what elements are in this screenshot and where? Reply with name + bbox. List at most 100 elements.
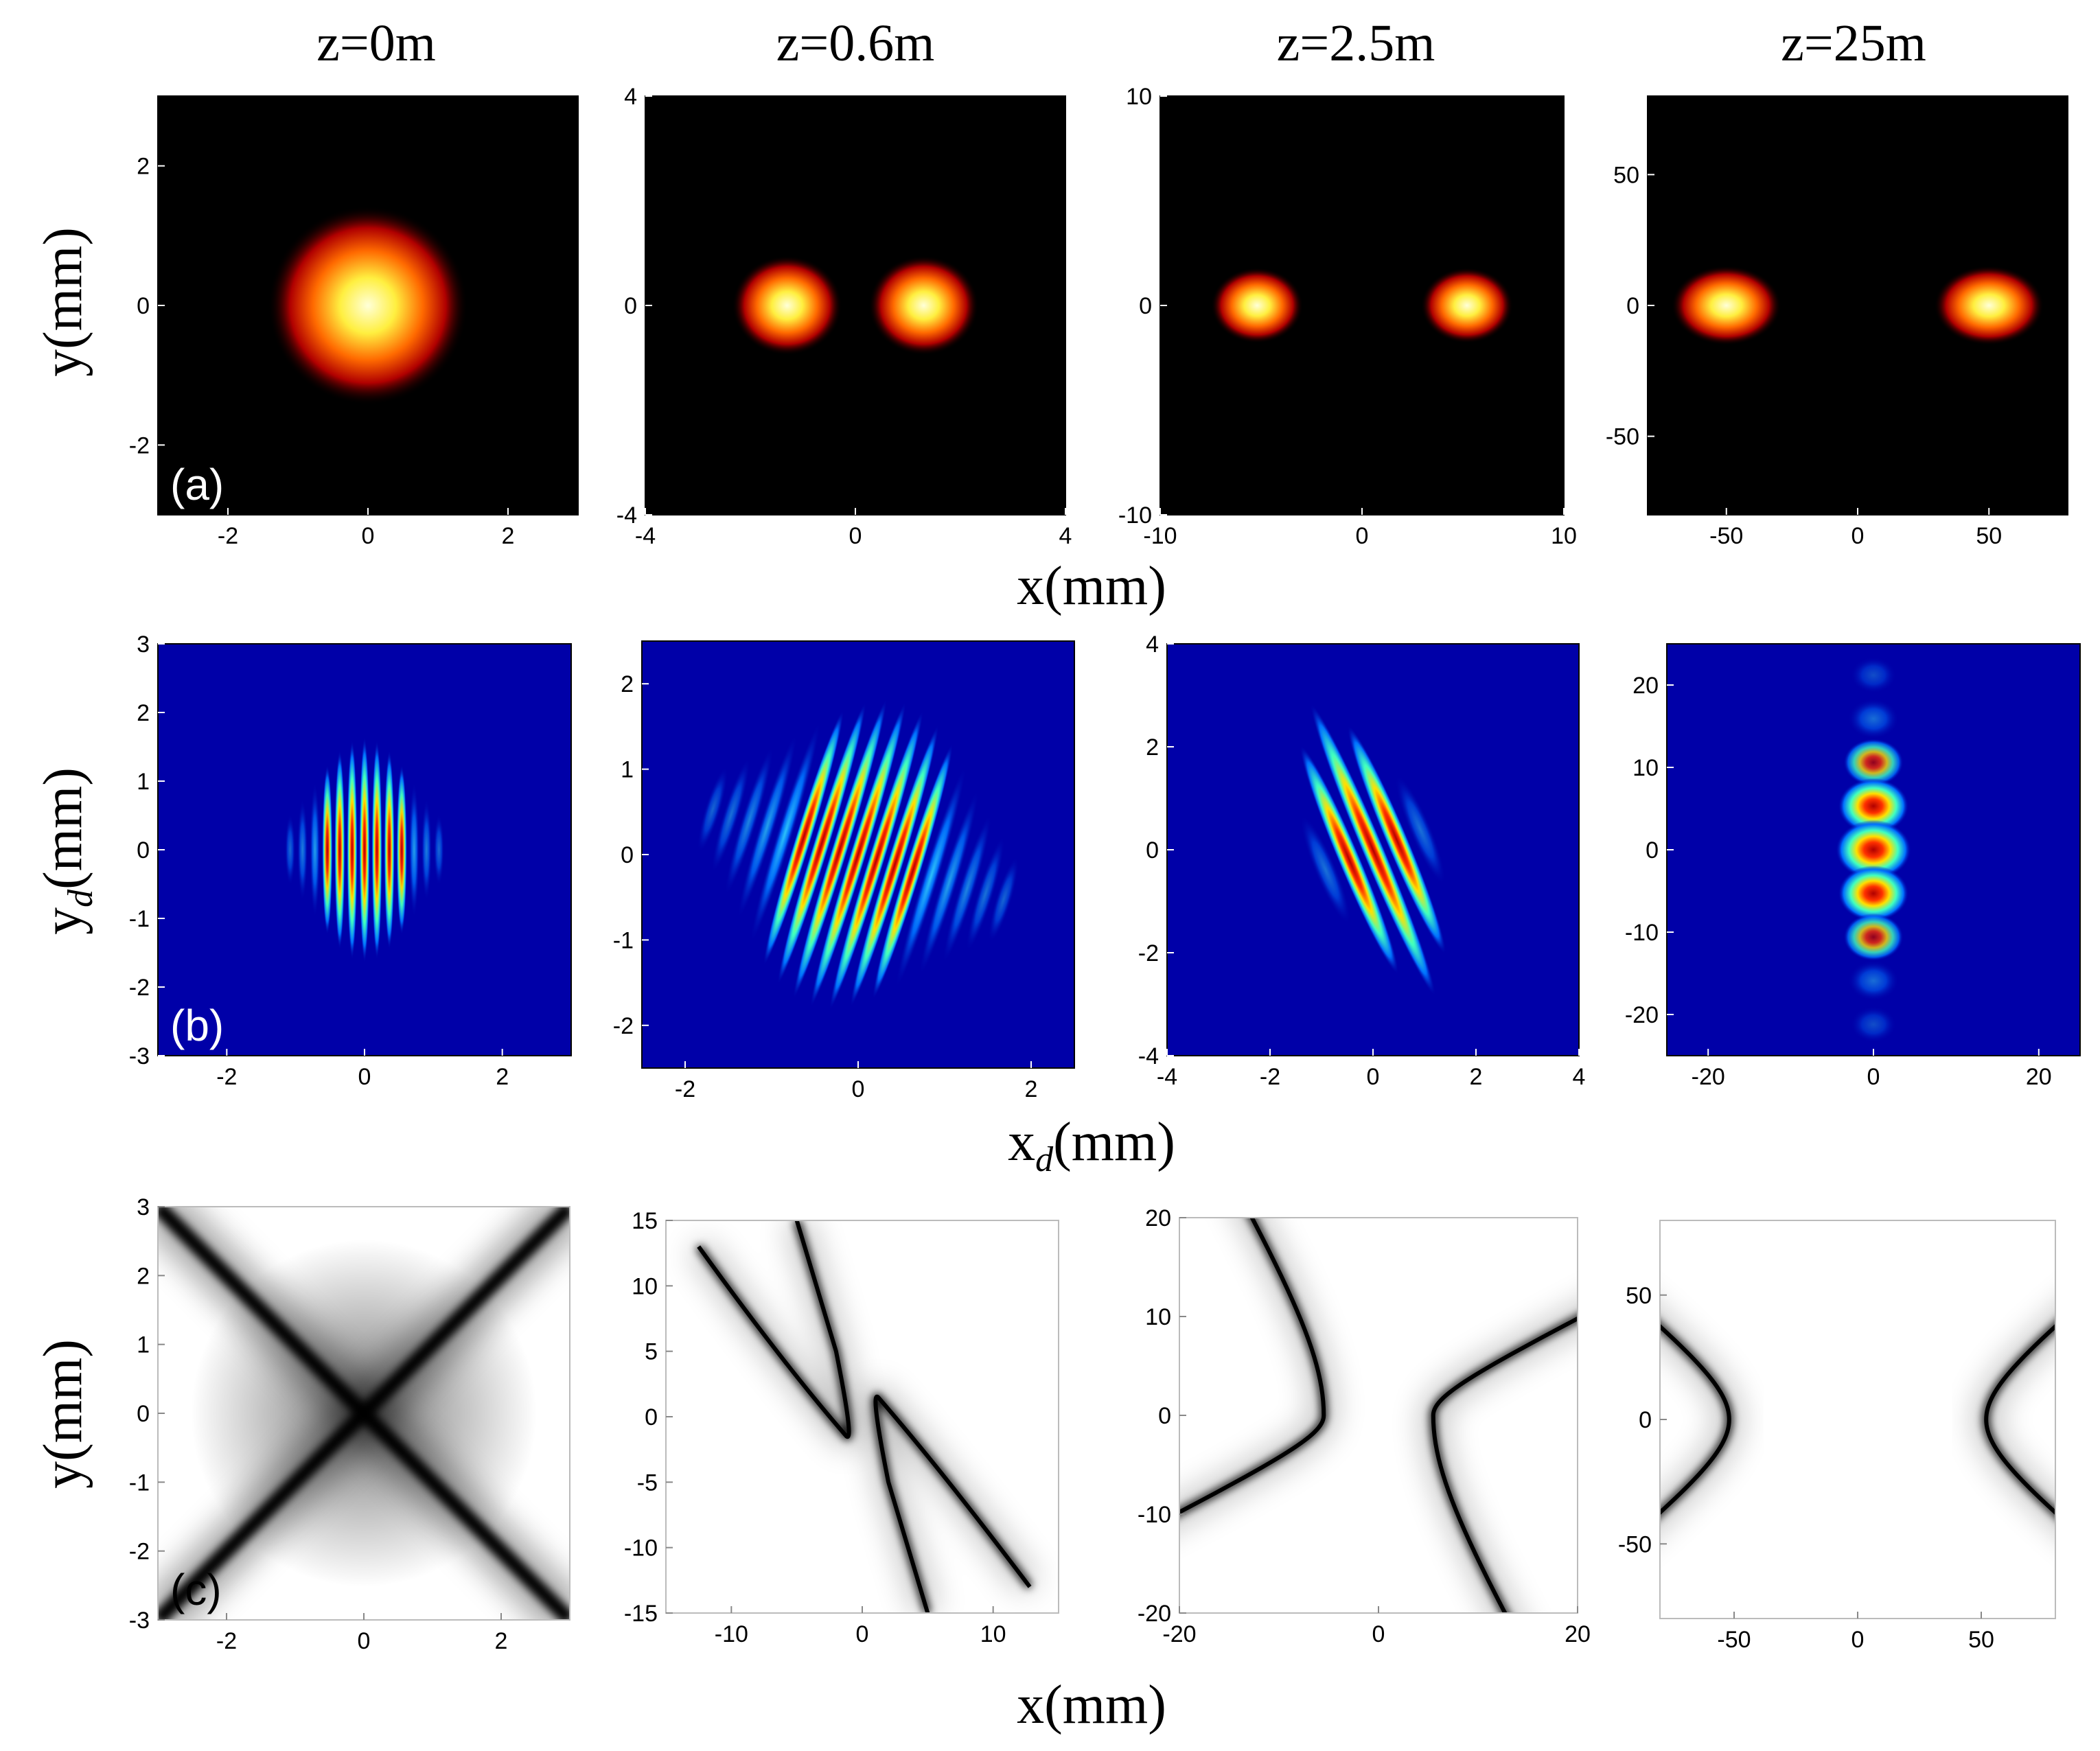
fringe	[777, 702, 866, 984]
plot-content	[285, 737, 444, 963]
x-tick-label: 0	[1367, 1064, 1380, 1090]
plot-content	[1836, 657, 1911, 1043]
y-tick-label: -2	[613, 1013, 634, 1039]
x-tick-label: 10	[980, 1621, 1006, 1647]
x-tick-label: 4	[1059, 523, 1072, 549]
y-tick-label: 0	[1139, 293, 1152, 319]
fringe	[1300, 745, 1399, 975]
fringe	[1310, 704, 1436, 996]
plot-content	[697, 699, 1019, 1010]
fringe	[310, 781, 321, 918]
plot-content	[1300, 704, 1446, 996]
fringe	[359, 737, 370, 963]
x-tick-label: 0	[358, 1064, 371, 1090]
y-tick-label: -10	[1138, 1502, 1171, 1528]
y-tick-label: 3	[137, 631, 150, 658]
panel-label: (b)	[170, 1001, 224, 1050]
panel-label: (c)	[170, 1565, 222, 1614]
row-a-ylabel: y(mm)	[33, 227, 93, 377]
fringe	[347, 740, 358, 960]
y-tick-label: 10	[1632, 755, 1659, 781]
plot-content	[1211, 267, 1513, 344]
interference-spot	[1850, 657, 1897, 694]
interference-spot	[1836, 820, 1911, 880]
x-tick-label: 2	[496, 1064, 509, 1090]
x-tick-label: 0	[358, 1628, 371, 1654]
y-tick-label: 0	[137, 837, 150, 863]
fringe	[943, 813, 992, 963]
fringe	[750, 721, 821, 943]
fringe	[895, 766, 967, 988]
panel-label: (a)	[170, 460, 224, 509]
fringe	[737, 733, 797, 920]
x-tick-label: 0	[1851, 1627, 1865, 1653]
y-tick-label: 20	[1145, 1205, 1171, 1231]
y-tick-label: -50	[1606, 424, 1639, 450]
x-tick-label: 0	[856, 1621, 869, 1647]
y-tick-label: 10	[632, 1273, 658, 1299]
row-a-xlabel: x(mm)	[1017, 556, 1166, 616]
x-tick-label: -20	[1692, 1064, 1725, 1090]
x-tick-label: 0	[1372, 1621, 1385, 1647]
y-tick-label: 2	[137, 1263, 150, 1289]
x-tick-label: 2	[1025, 1076, 1038, 1102]
y-tick-label: -4	[616, 502, 637, 529]
fringe	[297, 798, 308, 901]
fringe	[724, 746, 774, 896]
y-tick-label: 0	[1158, 1403, 1171, 1429]
caustic-core	[1431, 1316, 1578, 1613]
y-tick-label: 5	[645, 1339, 658, 1365]
x-tick-label: 50	[1976, 523, 2002, 549]
column-title: z=2.5m	[1277, 14, 1435, 72]
row-b-axis-titles: yd(mm) xd(mm)	[33, 767, 1175, 1179]
plot-panel: -20 0 20 -20 -10 0 10 20	[1625, 643, 2081, 1090]
fringe	[396, 765, 407, 935]
y-tick-label: 0	[621, 842, 634, 868]
y-tick-label: 0	[645, 1404, 658, 1430]
y-tick-label: -2	[1138, 940, 1159, 966]
plot-content	[689, 1220, 1039, 1613]
fringe	[850, 725, 939, 1007]
column-title: z=25m	[1781, 14, 1926, 72]
fringe	[793, 699, 887, 999]
plot-content	[1671, 266, 2044, 345]
interference-spot	[1848, 960, 1899, 1001]
caustic-core	[1984, 1323, 2055, 1516]
y-tick-label: 15	[632, 1208, 658, 1234]
plot-panel: -2 0 2 -3 -2 -1 0 1 2 3 (b)	[129, 631, 572, 1090]
beam-spot	[1934, 266, 2044, 345]
y-tick-label: 1	[137, 1332, 150, 1358]
interference-spot	[1848, 698, 1899, 739]
row-c-xlabel: x(mm)	[1017, 1675, 1166, 1735]
fringe	[285, 813, 296, 886]
fringe	[711, 757, 750, 873]
y-tick-label: -10	[624, 1535, 658, 1562]
fringe-group	[697, 699, 1019, 1010]
y-tick-label: 0	[137, 293, 150, 319]
x-tick-label: -50	[1717, 1627, 1751, 1653]
y-tick-label: 2	[621, 671, 634, 697]
x-tick-label: 10	[1551, 523, 1577, 549]
y-tick-label: 10	[1145, 1304, 1171, 1330]
plot-panel: -4 -2 0 2 4 -4 -2 0 2 4	[1138, 631, 1586, 1090]
plot-panel: -2 0 2 -3 -2 -1 0 1 2 3 (c)	[129, 1194, 570, 1654]
beam-spot	[868, 255, 979, 356]
plot-panel: -4 0 4 -4 0 4	[616, 84, 1072, 549]
plot-content	[732, 255, 979, 356]
fringe	[334, 750, 345, 950]
y-tick-label: -5	[637, 1470, 658, 1496]
fringe	[988, 857, 1019, 942]
beam-spot	[268, 206, 468, 405]
y-tick-label: 50	[1613, 162, 1639, 188]
fringe	[872, 743, 953, 999]
y-tick-label: -3	[129, 1608, 150, 1634]
x-tick-label: 50	[1968, 1627, 1994, 1653]
fringe	[371, 740, 382, 960]
interference-spot	[1838, 865, 1909, 922]
column-title: z=0.6m	[776, 14, 935, 72]
y-tick-label: 2	[137, 154, 150, 180]
row-b-xlabel: xd(mm)	[1008, 1112, 1175, 1179]
plot-panel: -20 0 20 -20 -10 0 10 20	[1138, 1205, 1591, 1647]
plot-panel: -2 0 2 -2 0 2 (a)	[129, 95, 579, 549]
